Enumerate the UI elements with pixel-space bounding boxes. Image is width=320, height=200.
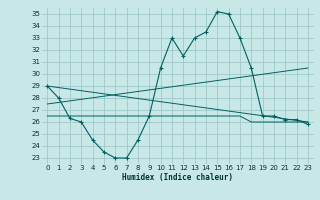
X-axis label: Humidex (Indice chaleur): Humidex (Indice chaleur) [122, 173, 233, 182]
